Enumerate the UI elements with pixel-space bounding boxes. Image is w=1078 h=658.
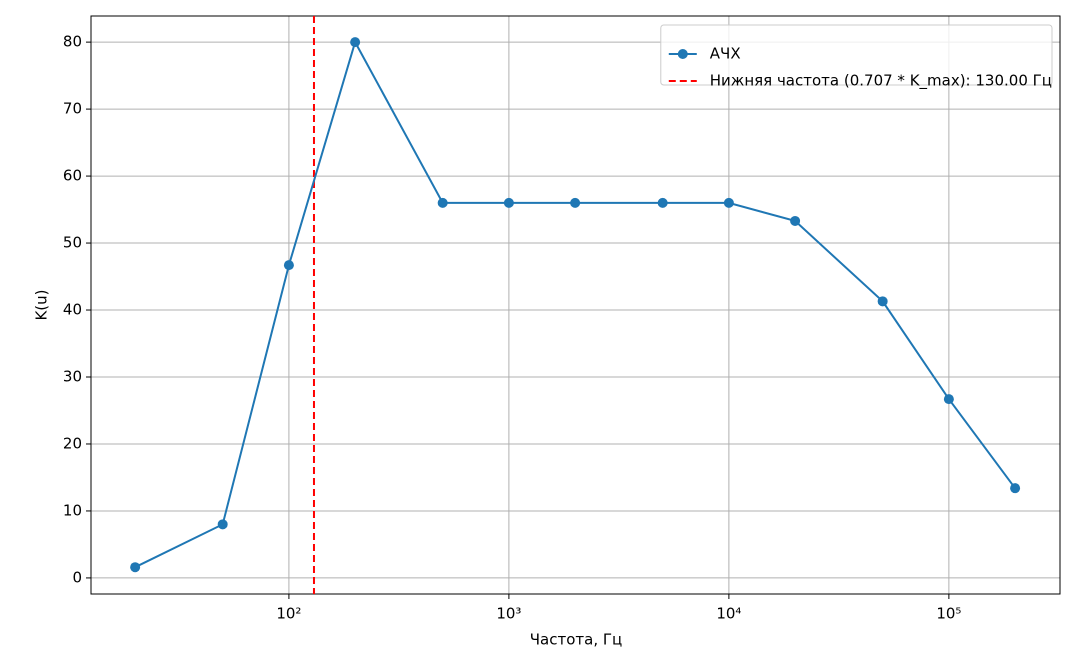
data-point bbox=[877, 296, 888, 307]
y-tick-label: 40 bbox=[63, 301, 82, 319]
data-point bbox=[657, 197, 668, 208]
x-tick-label: 10⁵ bbox=[936, 605, 961, 623]
data-point bbox=[350, 37, 361, 48]
x-tick-label: 10³ bbox=[496, 605, 521, 623]
data-point bbox=[283, 260, 294, 271]
legend-marker bbox=[677, 49, 688, 59]
data-point bbox=[790, 215, 801, 226]
y-tick-label: 30 bbox=[63, 367, 82, 385]
y-tick-label: 10 bbox=[63, 501, 82, 519]
data-point bbox=[503, 197, 514, 208]
y-tick-label: 0 bbox=[72, 568, 82, 586]
x-axis-label: Частота, Гц bbox=[530, 631, 622, 649]
y-tick-label: 50 bbox=[63, 234, 82, 252]
y-axis-label: K(u) bbox=[33, 289, 51, 320]
data-point bbox=[217, 519, 228, 530]
legend: АЧХ Нижняя частота (0.707 * K_max): 130.0… bbox=[660, 24, 1053, 91]
data-point bbox=[570, 197, 581, 208]
y-tick-label: 20 bbox=[63, 434, 82, 452]
data-point bbox=[437, 197, 448, 208]
data-point bbox=[723, 197, 734, 208]
plot-frame bbox=[90, 15, 1061, 595]
data-point bbox=[1010, 483, 1021, 494]
y-tick-label: 60 bbox=[63, 167, 82, 185]
legend-label: АЧХ bbox=[710, 45, 741, 63]
x-tick-label: 10² bbox=[276, 605, 301, 623]
y-tick-label: 70 bbox=[63, 100, 82, 118]
y-tick-label: 80 bbox=[63, 33, 82, 51]
x-tick-label: 10⁴ bbox=[716, 605, 741, 623]
legend-box bbox=[660, 24, 1053, 86]
legend-label: Нижняя частота (0.707 * K_max): 130.00 Г… bbox=[710, 72, 1052, 91]
data-point bbox=[943, 394, 954, 405]
data-point bbox=[130, 562, 141, 573]
